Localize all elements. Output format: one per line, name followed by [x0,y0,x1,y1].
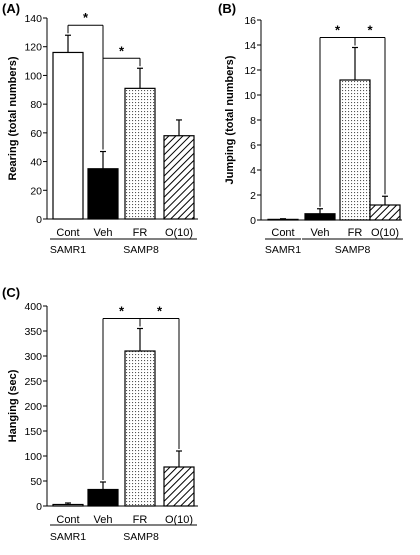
bar [304,213,336,221]
group-label: SAMR1 [50,244,86,256]
category-label: FR [133,227,148,239]
category-label: FR [348,227,363,239]
panel-label: (A) [2,1,20,16]
y-tick-label: 14 [244,40,256,52]
bar [52,503,84,507]
y-tick-label: 100 [24,70,42,82]
y-tick-label: 100 [24,451,42,463]
y-axis-title: Rearing (total numbers) [7,56,19,180]
y-tick-label: 200 [24,401,42,413]
bar [124,87,156,220]
category-label: FR [133,514,148,526]
bar [87,488,119,507]
y-tick-label: 8 [250,115,256,127]
y-tick-label: 6 [250,140,256,152]
y-tick-label: 120 [24,42,42,54]
y-tick-label: 12 [244,65,256,77]
y-tick-label: 2 [250,190,256,202]
bar [163,466,195,507]
significance-star: * [335,23,341,38]
category-label: Cont [56,227,79,239]
bar [124,350,156,507]
y-tick-label: 10 [244,90,256,102]
y-axis-title: Jumping (total numbers) [224,55,236,184]
y-tick-label: 0 [36,501,42,513]
bar [52,51,84,220]
significance-star: * [157,304,163,319]
bar [267,218,299,221]
category-label: Cont [271,227,294,239]
group-label: SAMP8 [123,531,159,543]
panel-label: (B) [218,1,236,16]
group-label: SAMR1 [50,531,86,543]
bar [163,135,195,220]
y-tick-label: 20 [30,185,42,197]
y-tick-label: 350 [24,326,42,338]
group-label: SAMR1 [265,244,301,256]
panel-label: (C) [2,285,20,300]
category-label: Veh [94,514,113,526]
y-tick-label: 140 [24,13,42,25]
y-tick-label: 150 [24,426,42,438]
category-label: O(10) [165,514,193,526]
y-tick-label: 16 [244,15,256,27]
group-label: SAMP8 [335,244,371,256]
y-tick-label: 0 [36,214,42,226]
significance-star: * [119,304,125,319]
significance-star: * [119,43,125,58]
y-tick-label: 4 [250,165,256,177]
y-tick-label: 250 [24,376,42,388]
bar [369,204,401,221]
y-tick-label: 40 [30,157,42,169]
significance-star: * [367,23,373,38]
group-label: SAMP8 [123,244,159,256]
category-label: Veh [311,227,330,239]
y-axis-title: Hanging (sec) [7,369,19,442]
panel-rearing: (A) 0 20 40 60 80 100 120 140 Rearing (total numb… [2,1,198,256]
significance-star: * [83,10,89,25]
y-tick-label: 0 [250,215,256,227]
y-tick-label: 80 [30,99,42,111]
panel-jumping: (B) 0 2 4 6 8 10 12 14 16 Jumping (total numbers) C… [218,1,403,256]
y-tick-label: 50 [30,476,42,488]
category-label: O(10) [371,227,399,239]
y-tick-label: 400 [24,301,42,313]
category-label: O(10) [165,227,193,239]
bar [87,168,119,220]
bar [339,79,371,221]
category-label: Cont [56,514,79,526]
panel-hanging: (C) 0 50 100 150 200 250 300 350 400 Hanging (sec)… [2,285,198,543]
y-tick-label: 60 [30,128,42,140]
y-tick-label: 300 [24,351,42,363]
category-label: Veh [94,227,113,239]
